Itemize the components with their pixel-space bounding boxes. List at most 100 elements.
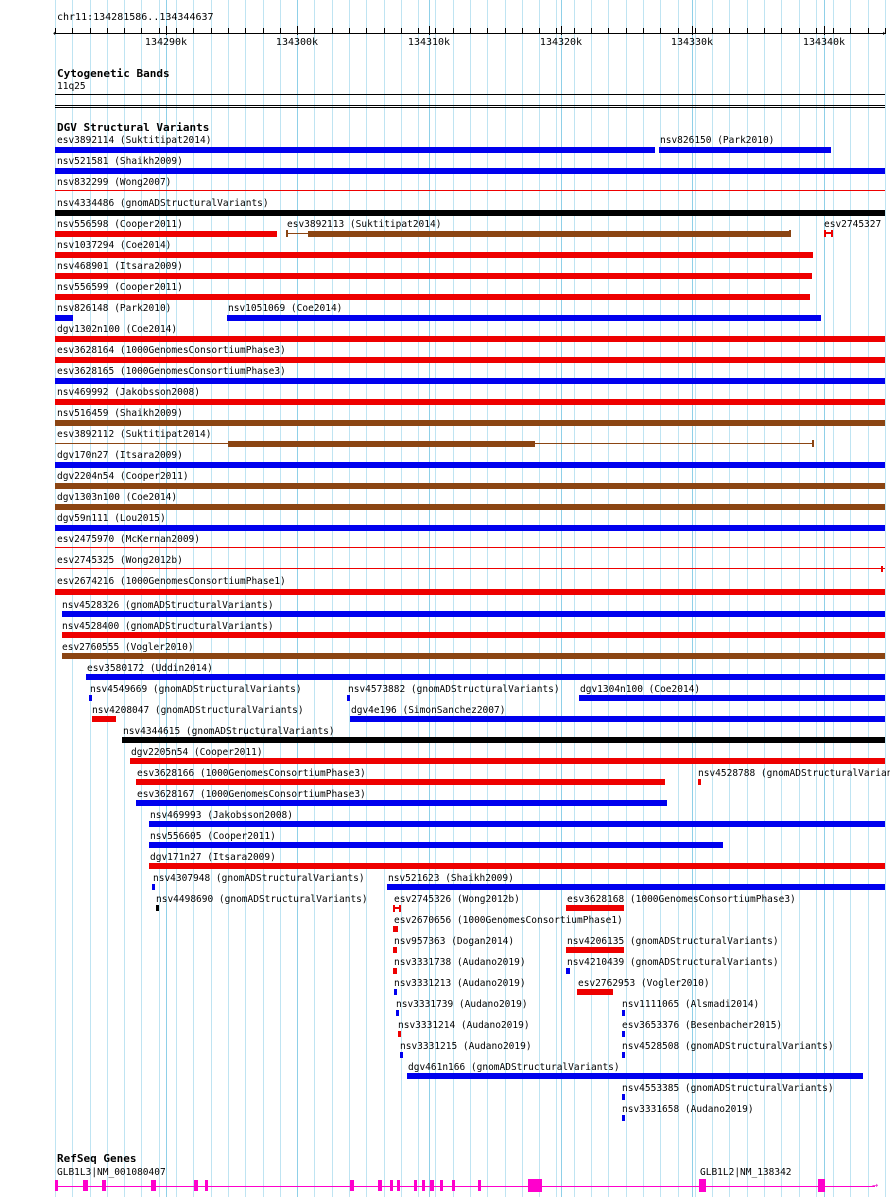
dgv-variant-label[interactable]: nsv4210439 (gnomADStructuralVariants) [567,957,779,968]
dgv-variant-label[interactable]: esv2475970 (McKernan2009) [57,534,200,545]
dgv-variant-bar[interactable] [92,716,116,722]
dgv-variant-label[interactable]: esv2745325 (Wong2012b) [57,555,183,566]
dgv-variant-bar[interactable] [659,147,831,153]
dgv-variant-label[interactable]: nsv1037294 (Coe2014) [57,240,172,251]
dgv-variant-label[interactable]: nsv832299 (Wong2007) [57,177,172,188]
dgv-variant-bar[interactable] [577,989,613,995]
gene-exon[interactable] [83,1180,88,1191]
dgv-variant-label[interactable]: esv2745326 (Wong2012b) [394,894,520,905]
dgv-variant-bar[interactable] [881,566,883,572]
dgv-variant-bar[interactable] [55,168,885,174]
dgv-variant-label[interactable]: nsv4528326 (gnomADStructuralVariants) [62,600,274,611]
dgv-variant-label[interactable]: nsv3331739 (Audano2019) [396,999,528,1010]
dgv-variant-bar[interactable] [55,420,885,426]
dgv-variant-label[interactable]: esv2762953 (Vogler2010) [578,978,710,989]
dgv-variant-bar[interactable] [55,210,885,216]
dgv-variant-label[interactable]: esv3628167 (1000GenomesConsortiumPhase3) [137,789,366,800]
dgv-variant-bar[interactable] [55,568,885,569]
dgv-variant-label[interactable]: esv3892114 (Suktitipat2014) [57,135,212,146]
dgv-variant-label[interactable]: dgv171n27 (Itsara2009) [150,852,276,863]
dgv-variant-label[interactable]: esv3580172 (Uddin2014) [87,663,213,674]
dgv-variant-bar[interactable] [396,1010,399,1016]
dgv-variant-label[interactable]: nsv1111065 (Alsmadi2014) [622,999,760,1010]
dgv-variant-label[interactable]: nsv3331214 (Audano2019) [398,1020,530,1031]
dgv-variant-bar[interactable] [55,504,885,510]
gene-exon[interactable] [151,1180,156,1191]
dgv-variant-label[interactable]: esv3628164 (1000GenomesConsortiumPhase3) [57,345,286,356]
dgv-variant-label[interactable]: nsv4498690 (gnomADStructuralVariants) [156,894,368,905]
dgv-variant-label[interactable]: nsv4307948 (gnomADStructuralVariants) [153,873,365,884]
dgv-variant-bar[interactable] [62,653,885,659]
dgv-variant-bar[interactable] [286,230,288,237]
dgv-variant-bar[interactable] [55,462,885,468]
dgv-variant-bar[interactable] [55,294,810,300]
dgv-variant-bar[interactable] [622,1031,625,1037]
dgv-variant-bar[interactable] [55,378,885,384]
dgv-variant-label[interactable]: esv3653376 (Besenbacher2015) [622,1020,783,1031]
dgv-variant-bar[interactable] [86,674,885,680]
gene-exon[interactable] [350,1180,354,1191]
dgv-variant-label[interactable]: nsv4208047 (gnomADStructuralVariants) [92,705,304,716]
dgv-variant-bar[interactable] [55,357,885,363]
dgv-variant-label[interactable]: esv3628165 (1000GenomesConsortiumPhase3) [57,366,286,377]
gene-exon[interactable] [818,1179,825,1192]
dgv-variant-bar[interactable] [149,863,885,869]
dgv-variant-bar[interactable] [228,441,535,447]
gene-exon[interactable] [528,1179,542,1192]
dgv-variant-bar[interactable] [579,695,885,701]
gene-name-label[interactable]: GLB1L2|NM_138342 [700,1167,792,1178]
dgv-variant-bar[interactable] [393,926,398,932]
dgv-variant-label[interactable]: esv2674216 (1000GenomesConsortiumPhase1) [57,576,286,587]
dgv-variant-bar[interactable] [55,547,885,548]
dgv-variant-marker[interactable] [393,905,401,912]
dgv-variant-bar[interactable] [789,230,791,237]
dgv-variant-bar[interactable] [566,968,570,974]
dgv-variant-label[interactable]: esv2670656 (1000GenomesConsortiumPhase1) [394,915,623,926]
gene-exon[interactable] [430,1180,434,1191]
dgv-variant-label[interactable]: dgv2204n54 (Cooper2011) [57,471,189,482]
dgv-variant-label[interactable]: nsv4206135 (gnomADStructuralVariants) [567,936,779,947]
dgv-variant-bar[interactable] [698,779,701,785]
dgv-variant-bar[interactable] [55,525,885,531]
dgv-variant-bar[interactable] [149,842,723,848]
dgv-variant-label[interactable]: nsv4528788 (gnomADStructuralVariants) [698,768,890,779]
dgv-variant-label[interactable]: esv3892112 (Suktitipat2014) [57,429,212,440]
dgv-variant-bar[interactable] [62,632,885,638]
dgv-variant-label[interactable]: nsv556598 (Cooper2011) [57,219,183,230]
dgv-variant-label[interactable]: nsv826148 (Park2010) [57,303,172,314]
dgv-variant-label[interactable]: esv2745327 [824,219,882,230]
dgv-variant-bar[interactable] [130,758,885,764]
dgv-variant-label[interactable]: nsv4528400 (gnomADStructuralVariants) [62,621,274,632]
dgv-variant-label[interactable]: dgv1304n100 (Coe2014) [580,684,701,695]
dgv-variant-label[interactable]: nsv4344615 (gnomADStructuralVariants) [123,726,335,737]
dgv-variant-label[interactable]: nsv4549669 (gnomADStructuralVariants) [90,684,302,695]
gene-exon[interactable] [440,1180,443,1191]
dgv-variant-bar[interactable] [55,483,885,489]
dgv-variant-label[interactable]: esv3628168 (1000GenomesConsortiumPhase3) [567,894,796,905]
dgv-variant-label[interactable]: nsv4553385 (gnomADStructuralVariants) [622,1083,834,1094]
dgv-variant-bar[interactable] [308,231,789,237]
dgv-variant-bar[interactable] [622,1010,625,1016]
dgv-variant-bar[interactable] [407,1073,863,1079]
gene-exon[interactable] [205,1180,208,1191]
dgv-variant-label[interactable]: dgv1303n100 (Coe2014) [57,492,178,503]
gene-exon[interactable] [397,1180,400,1191]
dgv-variant-bar[interactable] [89,695,92,701]
dgv-variant-bar[interactable] [122,737,885,743]
dgv-variant-bar[interactable] [55,273,812,279]
dgv-variant-label[interactable]: nsv4528508 (gnomADStructuralVariants) [622,1041,834,1052]
dgv-variant-bar[interactable] [55,315,73,321]
dgv-variant-bar[interactable] [55,231,277,237]
dgv-variant-bar[interactable] [393,968,397,974]
dgv-variant-label[interactable]: nsv1051069 (Coe2014) [228,303,343,314]
gene-exon[interactable] [194,1180,198,1191]
dgv-variant-label[interactable]: nsv469993 (Jakobsson2008) [150,810,293,821]
gene-exon[interactable] [422,1180,425,1191]
gene-exon[interactable] [699,1179,706,1192]
dgv-variant-label[interactable]: nsv3331213 (Audano2019) [394,978,526,989]
dgv-variant-label[interactable]: dgv4e196 (SimonSanchez2007) [351,705,506,716]
gene-exon[interactable] [390,1180,393,1191]
dgv-variant-label[interactable]: dgv170n27 (Itsara2009) [57,450,183,461]
gene-exon[interactable] [452,1180,455,1191]
dgv-variant-bar[interactable] [55,399,885,405]
